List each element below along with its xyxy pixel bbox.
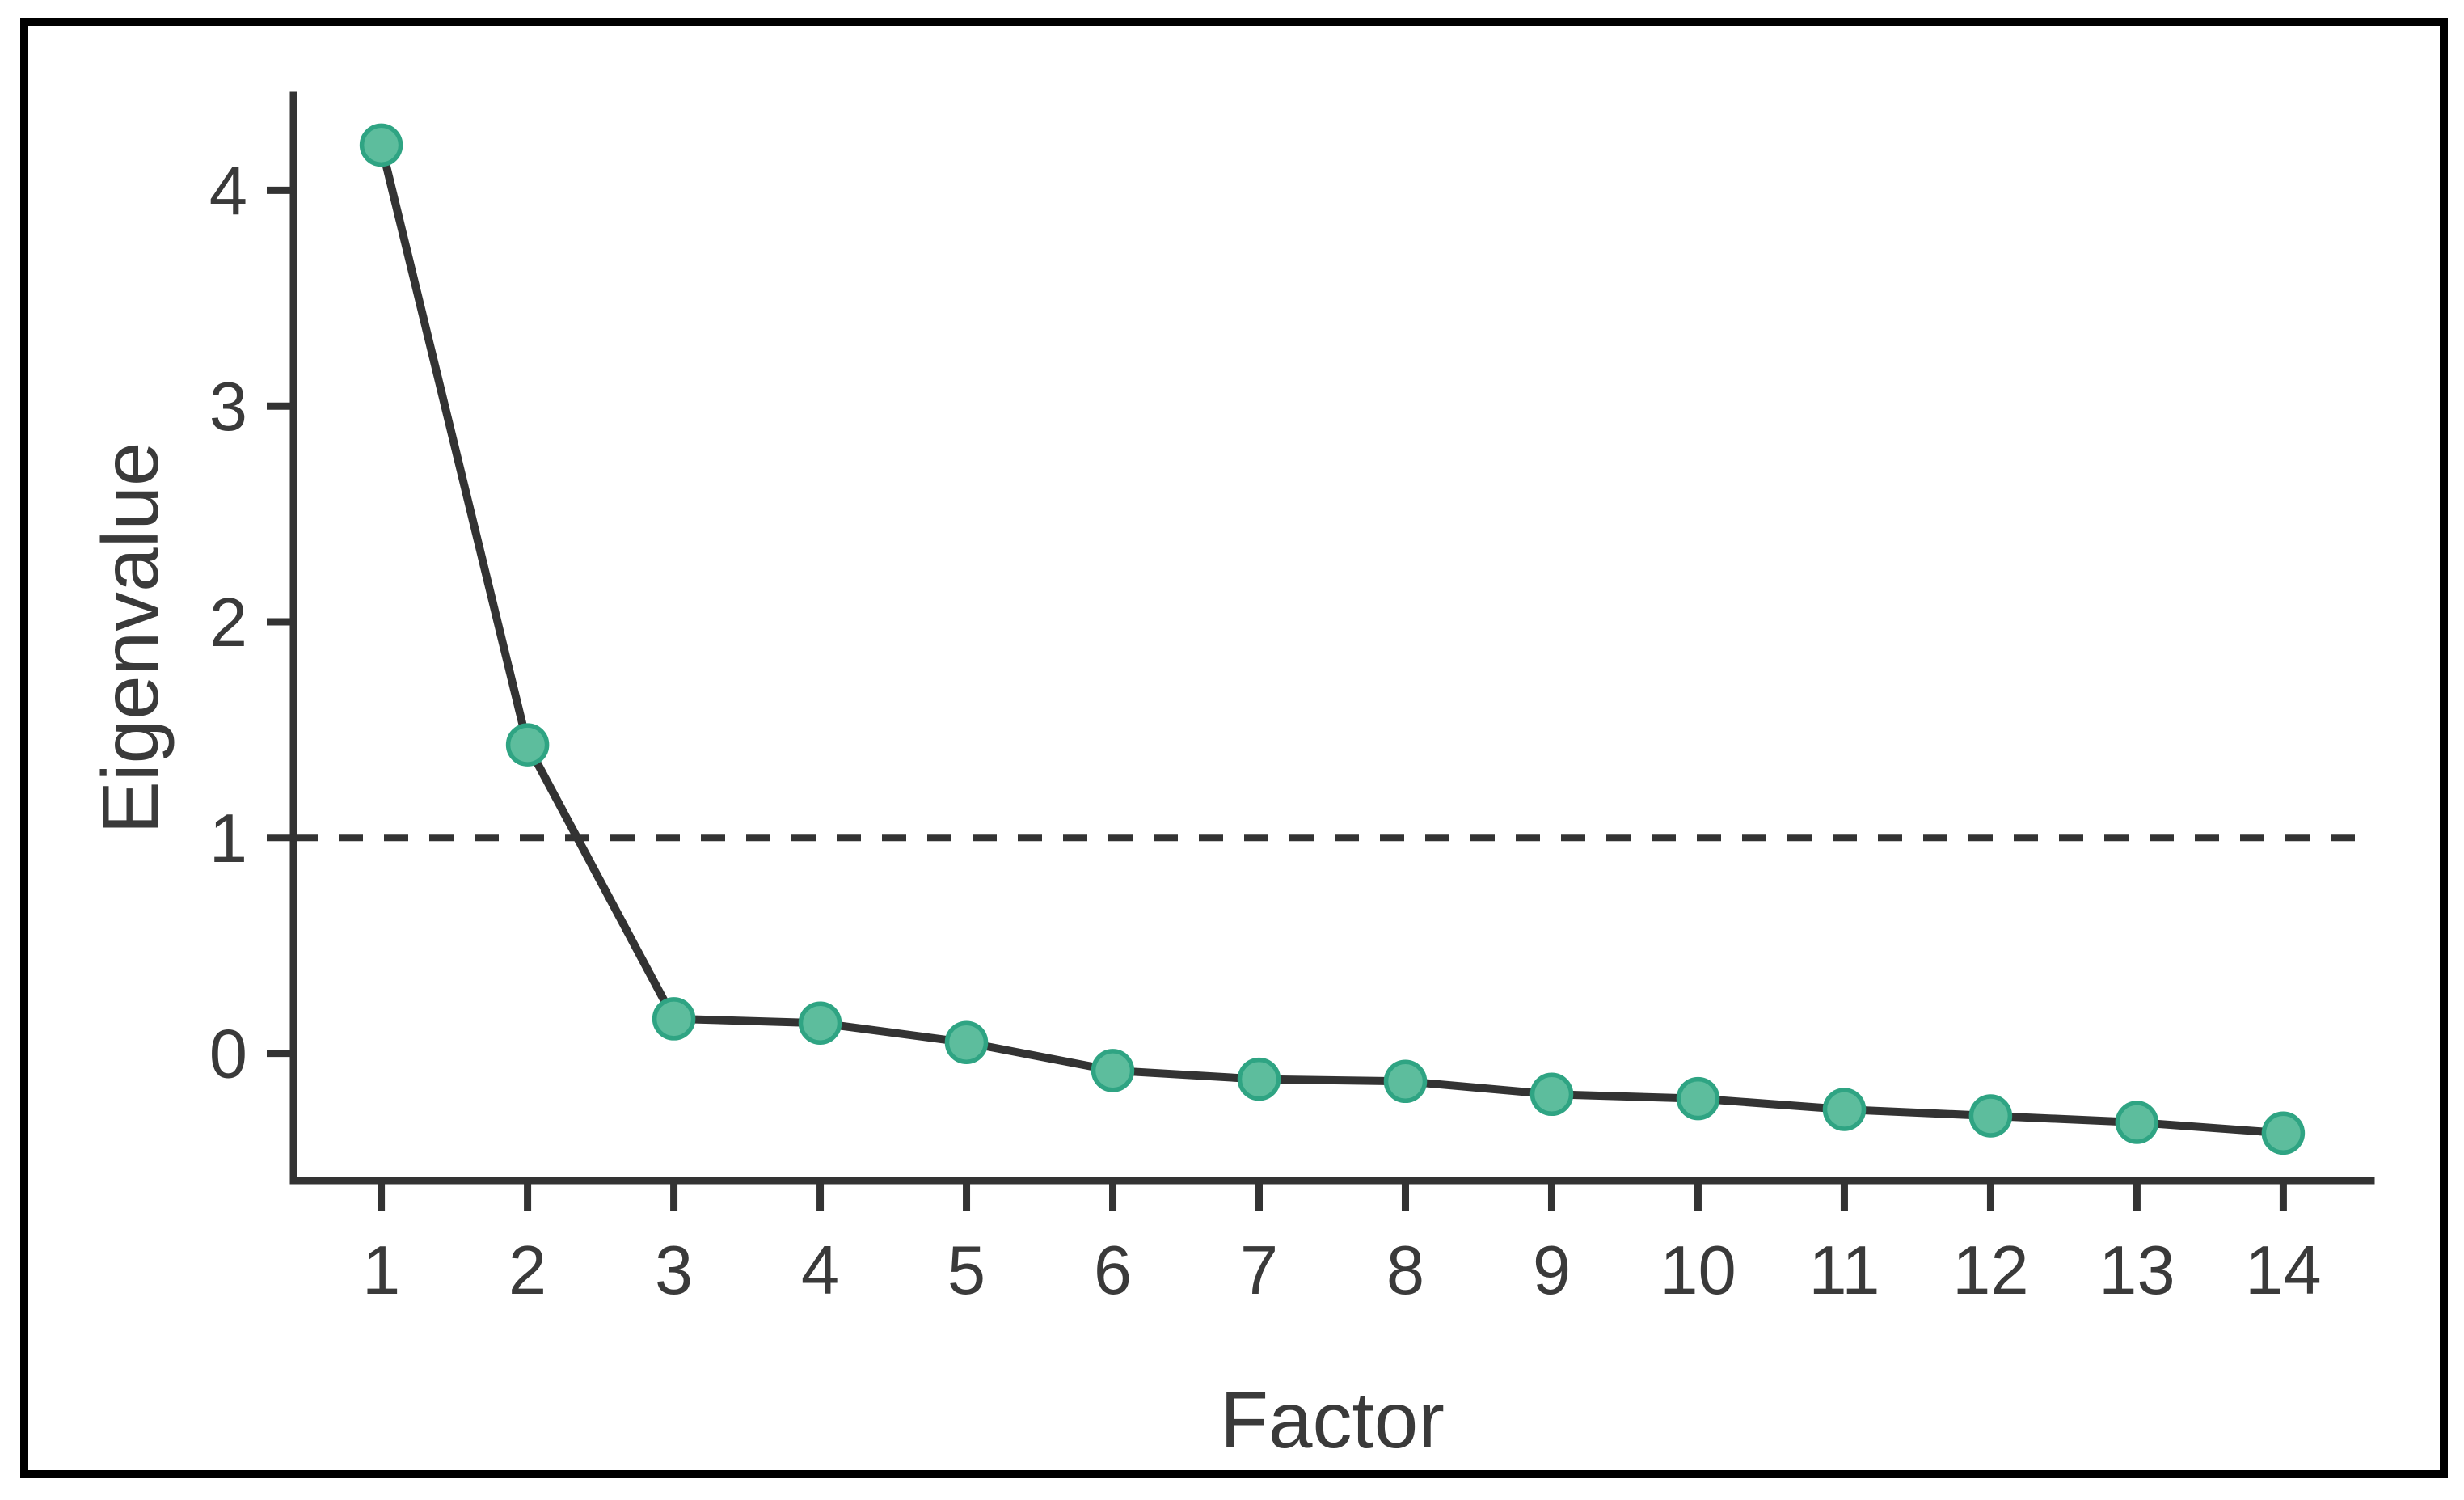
x-tick-label: 3 — [655, 1232, 693, 1309]
data-point — [798, 1001, 842, 1045]
y-tick-label: 2 — [209, 585, 247, 661]
data-point — [1676, 1076, 1720, 1121]
data-point — [652, 997, 696, 1041]
x-tick-label: 14 — [2245, 1232, 2322, 1309]
scree-line — [377, 144, 2284, 1138]
x-tick-label: 6 — [1094, 1232, 1132, 1309]
data-point — [944, 1020, 989, 1064]
x-tick-label: 2 — [508, 1232, 546, 1309]
x-tick-label: 9 — [1533, 1232, 1571, 1309]
y-tick-label: 1 — [209, 801, 247, 877]
x-tick-label: 13 — [2099, 1232, 2175, 1309]
x-tick-label: 5 — [947, 1232, 985, 1309]
x-axis-title: Factor — [1220, 1375, 1445, 1464]
data-point — [1237, 1057, 1281, 1101]
x-tick-label: 8 — [1386, 1232, 1424, 1309]
x-tick-label: 12 — [1952, 1232, 2029, 1309]
figure-border — [20, 18, 2448, 1478]
data-point — [1968, 1094, 2013, 1138]
data-point — [359, 123, 403, 167]
x-tick-label: 11 — [1808, 1232, 1880, 1309]
data-point — [1383, 1059, 1428, 1104]
x-tick-label: 10 — [1660, 1232, 1736, 1309]
axis-lines — [289, 91, 2375, 1185]
x-tick-label: 1 — [362, 1232, 400, 1309]
data-point — [2115, 1101, 2159, 1144]
y-axis-title: Eigenvalue — [86, 442, 175, 835]
x-tick-label: 7 — [1240, 1232, 1278, 1309]
x-tick-label: 4 — [801, 1232, 839, 1309]
data-point — [1822, 1088, 1867, 1131]
y-tick-label: 4 — [209, 153, 247, 230]
y-tick-label: 3 — [209, 369, 247, 446]
data-point — [1529, 1072, 1574, 1117]
data-point — [2261, 1111, 2306, 1156]
y-tick-label: 0 — [209, 1016, 247, 1093]
data-point — [505, 723, 550, 767]
data-point — [1091, 1049, 1135, 1092]
